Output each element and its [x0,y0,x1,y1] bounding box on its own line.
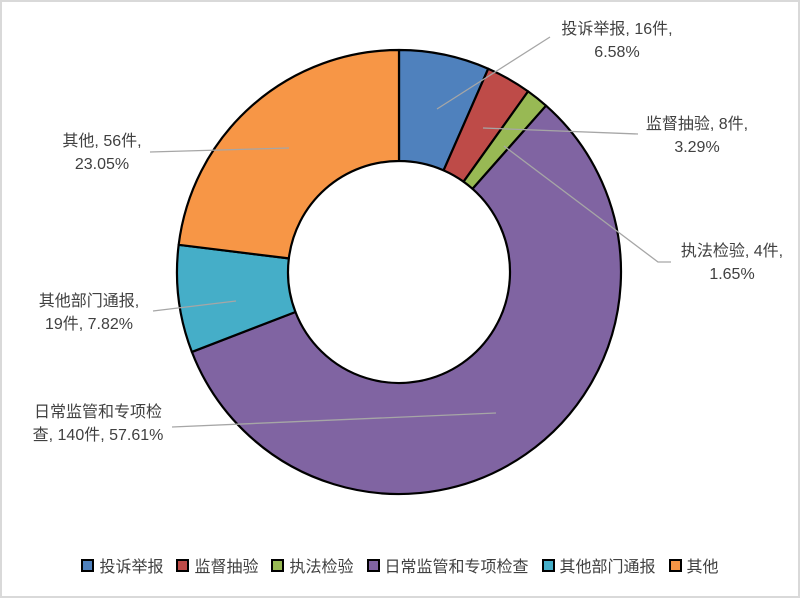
slice-label-line: 其他部门通报, [38,293,140,310]
donut-slice-4[interactable] [190,104,623,496]
slice-label-law-enforcement-inspection: 执法检验, 4件, 1.65% [681,240,783,286]
legend-item-complaints[interactable]: 投诉举报 [81,553,163,577]
donut-slice-6[interactable] [177,48,401,260]
slice-label-line: 1.65% [709,266,755,283]
chart-legend: 投诉举报 监督抽验 执法检验 日常监管和专项检查 其他部门通报 其他 [2,553,798,577]
slice-label-line: 执法检验, 4件, [680,243,784,260]
slice-label-line: 查, 140件, 57.61% [32,427,164,444]
legend-label: 投诉举报 [99,559,164,576]
slice-label-line: 3.29% [674,139,720,156]
leader-line-2 [482,127,639,135]
leader-line-5 [152,300,237,312]
slice-label-complaints: 投诉举报, 16件, 6.58% [561,18,672,64]
legend-item-other[interactable]: 其他 [668,553,719,577]
leader-line-3 [503,145,671,263]
legend-label: 其他部门通报 [559,559,656,576]
slice-label-line: 监督抽验, 8件, [645,116,749,133]
legend-swatch-icon [366,558,380,572]
slice-label-supervision-sampling: 监督抽验, 8件, 3.29% [646,113,748,159]
slice-label-line: 投诉举报, 16件, [561,21,673,38]
leader-line-1 [436,36,551,110]
legend-swatch-icon [668,558,682,572]
legend-item-daily-supervision[interactable]: 日常监管和专项检查 [366,553,529,577]
legend-label: 执法检验 [289,559,354,576]
slice-label-line: 6.58% [594,44,640,61]
legend-swatch-icon [271,558,285,572]
legend-swatch-icon [176,558,190,572]
slice-label-line: 23.05% [74,156,130,173]
slice-label-line: 19件, 7.82% [44,316,134,333]
legend-swatch-icon [81,558,95,572]
legend-label: 日常监管和专项检查 [384,559,529,576]
slice-label-line: 日常监管和专项检 [33,404,162,421]
leader-line-6 [149,147,290,153]
legend-label: 监督抽验 [194,559,259,576]
leader-line-4 [171,412,497,428]
legend-item-law-enforcement-inspection[interactable]: 执法检验 [271,553,354,577]
slice-label-other: 其他, 56件, 23.05% [62,130,141,176]
legend-swatch-icon [541,558,555,572]
slice-label-daily-supervision: 日常监管和专项检 查, 140件, 57.61% [33,401,164,447]
legend-item-supervision-sampling[interactable]: 监督抽验 [176,553,258,577]
legend-item-other-department-notification[interactable]: 其他部门通报 [541,553,656,577]
slice-label-other-department-notification: 其他部门通报, 19件, 7.82% [39,290,139,336]
slice-label-line: 其他, 56件, [62,133,142,150]
legend-label: 其他 [686,559,719,576]
